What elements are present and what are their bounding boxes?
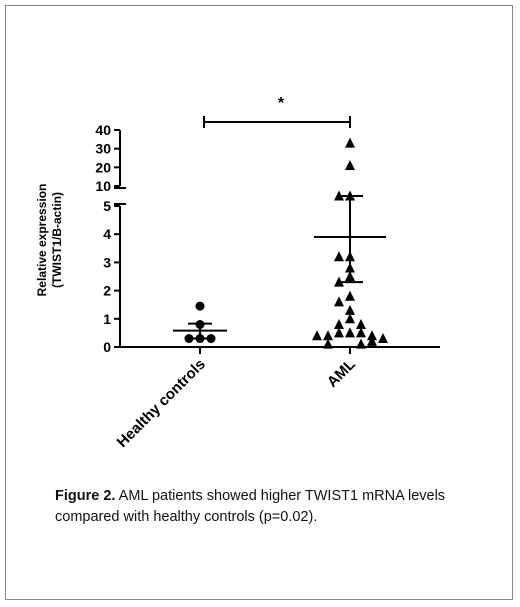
caption-label: Figure 2. [55, 488, 116, 504]
data-marks: * [173, 95, 388, 349]
y-tick-label: 1 [103, 311, 111, 327]
caption-text: AML patients showed higher TWIST1 mRNA l… [55, 488, 446, 525]
data-point [356, 327, 366, 338]
data-point [345, 304, 355, 315]
y-tick-label: 40 [95, 122, 111, 138]
x-tick-label: Healthy controls [114, 356, 209, 451]
data-point [345, 313, 355, 324]
y-axis-title: Relative expression [35, 184, 49, 297]
data-point [356, 338, 366, 349]
figure-frame [5, 5, 513, 600]
y-tick-label: 10 [95, 178, 111, 194]
data-point [334, 251, 344, 262]
data-point [323, 338, 333, 349]
data-point [345, 290, 355, 301]
y-axis-title: (TWIST1/B-actin) [50, 192, 64, 288]
y-tick-label: 20 [95, 159, 111, 175]
data-point [334, 296, 344, 307]
data-point [367, 335, 377, 346]
data-point [334, 318, 344, 329]
y-tick-label: 4 [103, 226, 111, 242]
data-point [345, 327, 355, 338]
data-point [356, 318, 366, 329]
x-tick-label: AML [324, 356, 359, 391]
figure-caption: Figure 2. AML patients showed higher TWI… [55, 486, 495, 528]
data-point [378, 333, 388, 344]
y-tick-label: 30 [95, 141, 111, 157]
data-point [367, 330, 377, 341]
data-point [195, 301, 205, 311]
data-point [334, 327, 344, 338]
data-point [323, 330, 333, 341]
data-point [345, 137, 355, 148]
y-tick-label: 3 [103, 254, 111, 270]
axes: 0 1 2 3 4 5 10 20 30 40 Relative expression (TWIST1… [35, 122, 440, 451]
y-tick-label: 2 [103, 283, 111, 299]
y-tick-label: 5 [103, 198, 111, 214]
data-point [345, 159, 355, 170]
y-tick-label: 0 [103, 339, 111, 355]
data-point [312, 330, 322, 341]
significance-label: * [278, 95, 285, 112]
